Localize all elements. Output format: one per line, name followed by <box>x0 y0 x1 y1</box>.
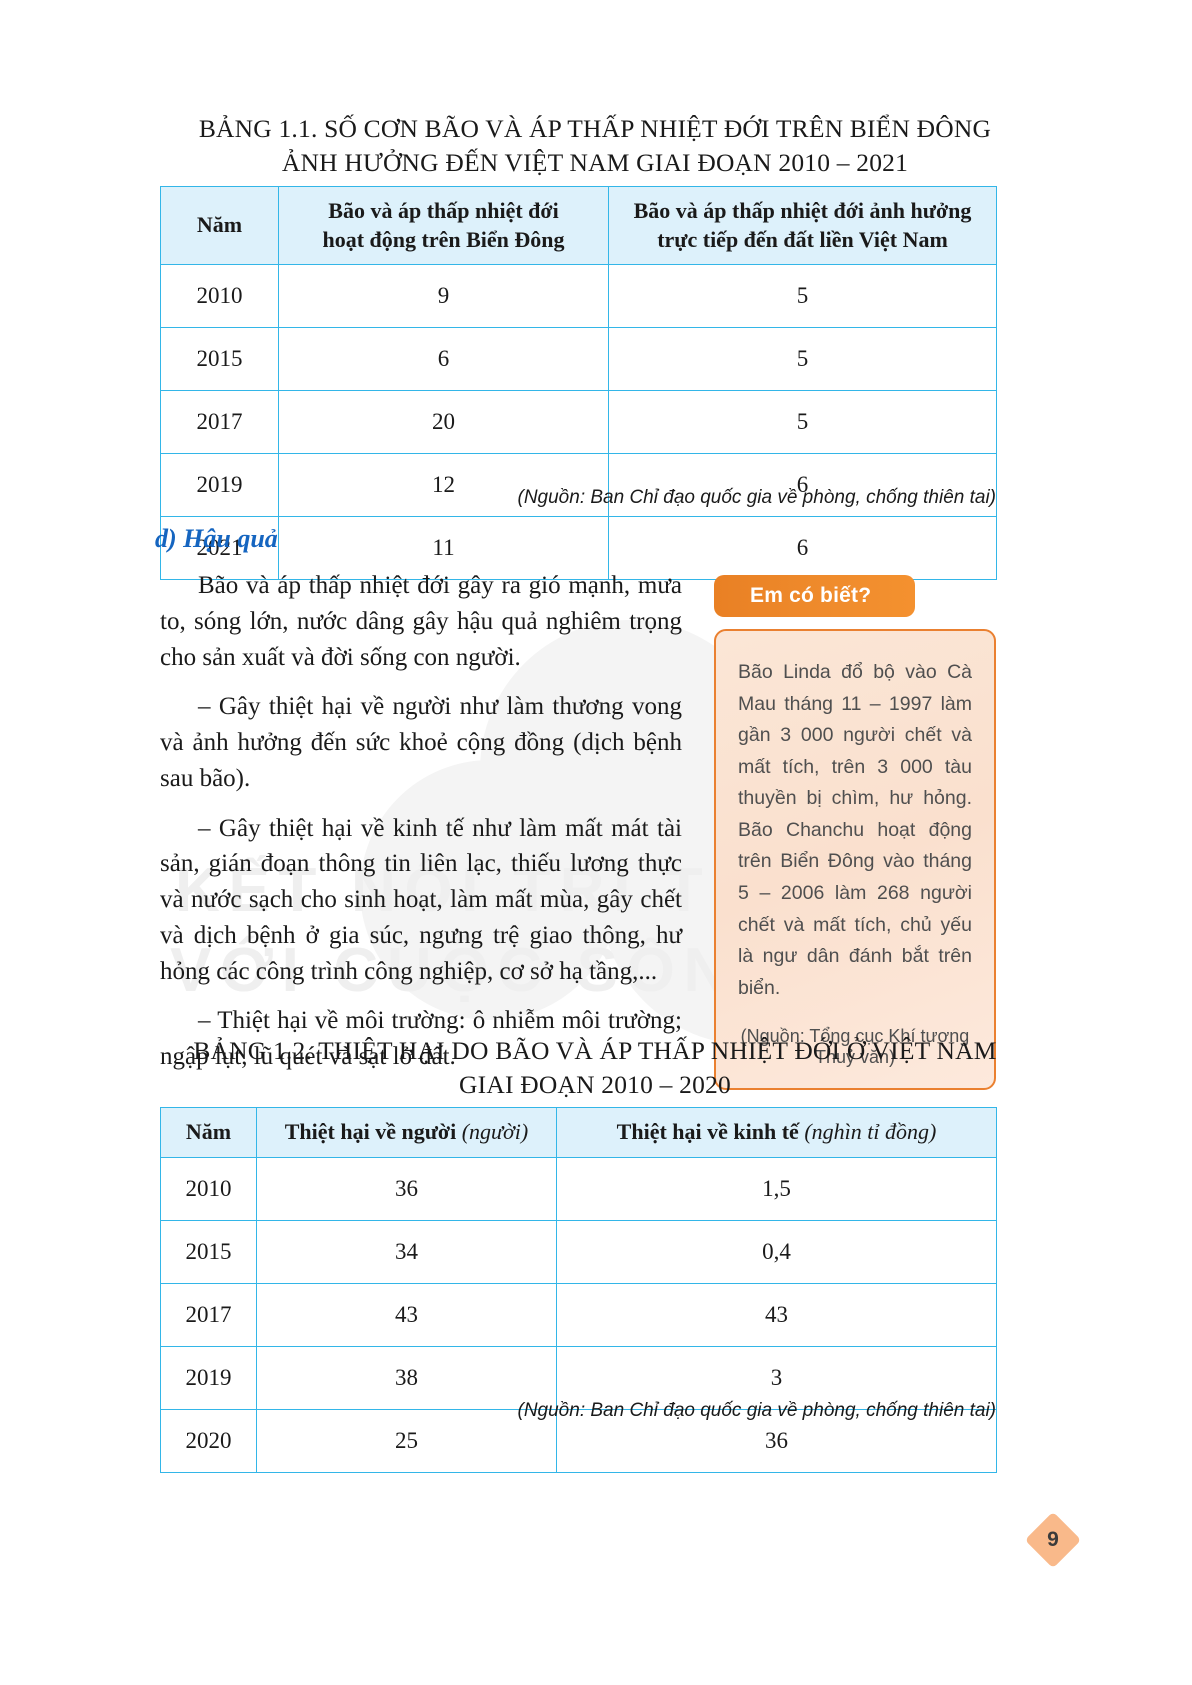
table-storm-damage: Năm Thiệt hại về người (người) Thiệt hại… <box>160 1107 997 1473</box>
column-header-year-label: Năm <box>185 1119 232 1144</box>
cell-direct-count: 5 <box>608 327 997 392</box>
table-header-row: Năm Thiệt hại về người (người) Thiệt hại… <box>160 1107 997 1158</box>
cell-human-damage: 25 <box>256 1408 557 1473</box>
column-header-direct-line-1: Bão và áp thấp nhiệt đới ảnh hưởng <box>633 198 972 223</box>
table-2-title-line-2: GIAI ĐOẠN 2010 – 2020 <box>459 1069 731 1099</box>
table-row: 2015 34 0,4 <box>160 1219 997 1284</box>
cell-active-count: 6 <box>278 327 609 392</box>
cell-year: 2020 <box>160 1408 257 1473</box>
cell-human-damage: 34 <box>256 1219 557 1284</box>
table-storms-east-sea: Năm Bão và áp thấp nhiệt đới hoạt động t… <box>160 185 997 581</box>
column-header-direct-line-2: trực tiếp đến đất liền Việt Nam <box>657 226 948 252</box>
cell-year: 2017 <box>160 390 279 455</box>
cell-active-count: 11 <box>278 516 609 581</box>
cell-direct-count: 6 <box>608 516 997 581</box>
cell-economic-damage: 36 <box>556 1408 997 1473</box>
page-number-badge: 9 <box>1024 1511 1082 1569</box>
cell-human-damage: 38 <box>256 1345 557 1410</box>
column-header-active-line-2: hoạt động trên Biển Đông <box>322 226 565 252</box>
callout-text: Bão Linda đổ bộ vào Cà Mau tháng 11 – 19… <box>738 661 972 999</box>
table-row: 2019 12 6 <box>160 453 997 518</box>
did-you-know-callout: Em có biết? Bão Linda đổ bộ vào Cà Mau t… <box>714 575 996 1091</box>
column-header-human-unit: (người) <box>461 1119 529 1144</box>
column-header-year: Năm <box>160 1107 257 1158</box>
body-text-column: Bão và áp thấp nhiệt đới gây ra gió mạnh… <box>160 568 682 1089</box>
column-header-active-line-1: Bão và áp thấp nhiệt đới <box>328 198 559 223</box>
table-row: 2019 38 3 <box>160 1345 997 1410</box>
column-header-human-label: Thiệt hại về người <box>284 1119 462 1144</box>
table-2-title-line-1: BẢNG 1.2. THIỆT HẠI DO BÃO VÀ ÁP THẤP NH… <box>193 1036 997 1065</box>
section-heading-hau-qua: d) Hậu quả <box>155 524 278 553</box>
cell-direct-count: 5 <box>608 390 997 455</box>
table-row: 2010 9 5 <box>160 264 997 329</box>
column-header-year-line-1: Năm <box>196 212 243 238</box>
table-row: 2017 43 43 <box>160 1282 997 1347</box>
paragraph-economic-damage: – Gây thiệt hại về kinh tế như làm mất m… <box>160 814 682 985</box>
table-row: 2020 25 36 <box>160 1408 997 1473</box>
table-row: 2015 6 5 <box>160 327 997 392</box>
column-header-year: Năm <box>160 185 279 266</box>
column-header-economic-label: Thiệt hại về kinh tế <box>616 1119 805 1144</box>
table-row: 2021 11 6 <box>160 516 997 581</box>
cell-year: 2019 <box>160 1345 257 1410</box>
column-header-active-east-sea: Bão và áp thấp nhiệt đới hoạt động trên … <box>278 185 609 266</box>
column-header-economic-unit: (nghìn tỉ đồng) <box>804 1119 937 1144</box>
cell-year: 2019 <box>160 453 279 518</box>
cell-direct-count: 6 <box>608 453 997 518</box>
cell-human-damage: 36 <box>256 1156 557 1221</box>
callout-body: Bão Linda đổ bộ vào Cà Mau tháng 11 – 19… <box>714 629 996 1091</box>
table-1-title-line-1: BẢNG 1.1. SỐ CƠN BÃO VÀ ÁP THẤP NHIỆT ĐỚ… <box>198 114 992 143</box>
cell-year: 2021 <box>160 516 279 581</box>
table-row: 2017 20 5 <box>160 390 997 455</box>
cell-economic-damage: 43 <box>556 1282 997 1347</box>
table-1-title-line-2: ẢNH HƯỞNG ĐẾN VIỆT NAM GIAI ĐOẠN 2010 – … <box>281 147 909 177</box>
page-number-text: 9 <box>1047 1528 1059 1551</box>
cell-active-count: 9 <box>278 264 609 329</box>
cell-human-damage: 43 <box>256 1282 557 1347</box>
cell-year: 2015 <box>160 1219 257 1284</box>
table-2-source: (Nguồn: Ban Chỉ đạo quốc gia về phòng, c… <box>517 1400 997 1421</box>
cell-active-count: 12 <box>278 453 609 518</box>
cell-year: 2017 <box>160 1282 257 1347</box>
cell-economic-damage: 3 <box>556 1345 997 1410</box>
table-1-source: (Nguồn: Ban Chỉ đạo quốc gia về phòng, c… <box>517 487 997 508</box>
table-2-title: BẢNG 1.2. THIỆT HẠI DO BÃO VÀ ÁP THẤP NH… <box>130 1034 1060 1101</box>
column-header-direct-impact: Bão và áp thấp nhiệt đới ảnh hưởng trực … <box>608 185 997 266</box>
cell-direct-count: 5 <box>608 264 997 329</box>
cell-year: 2010 <box>160 1156 257 1221</box>
paragraph-human-damage: – Gây thiệt hại về người như làm thương … <box>160 693 682 792</box>
paragraph-intro: Bão và áp thấp nhiệt đới gây ra gió mạnh… <box>160 572 682 671</box>
callout-tab-label: Em có biết? <box>714 575 915 617</box>
table-1-title: BẢNG 1.1. SỐ CƠN BÃO VÀ ÁP THẤP NHIỆT ĐỚ… <box>130 112 1060 179</box>
cell-economic-damage: 0,4 <box>556 1219 997 1284</box>
table-row: 2010 36 1,5 <box>160 1156 997 1221</box>
column-header-human-damage: Thiệt hại về người (người) <box>256 1107 557 1158</box>
cell-active-count: 20 <box>278 390 609 455</box>
table-header-row: Năm Bão và áp thấp nhiệt đới hoạt động t… <box>160 185 997 266</box>
column-header-economic-damage: Thiệt hại về kinh tế (nghìn tỉ đồng) <box>556 1107 997 1158</box>
cell-year: 2010 <box>160 264 279 329</box>
cell-economic-damage: 1,5 <box>556 1156 997 1221</box>
cell-year: 2015 <box>160 327 279 392</box>
